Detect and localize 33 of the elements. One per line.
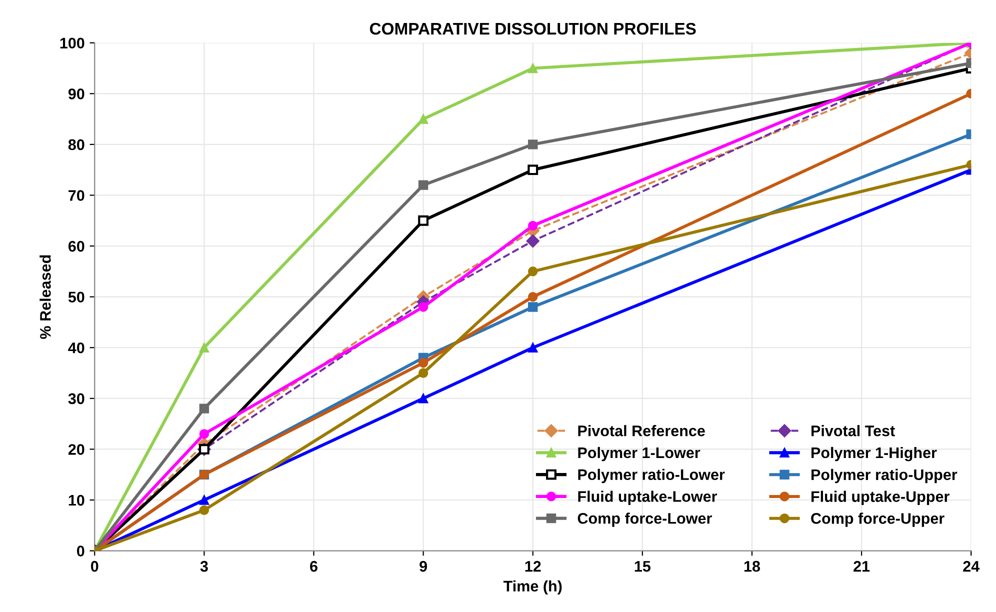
legend-label: Comp force-Upper [811,512,944,527]
legend-label: Comp force-Lower [578,512,712,527]
y-tick-label: 40 [68,342,84,354]
legend-label: Pivotal Test [812,425,895,436]
legend-label: Fluid uptake-Lower [578,490,718,505]
y-tick-label: 100 [60,38,84,49]
x-tick-label: 24 [963,560,980,572]
y-tick-label: 50 [68,292,84,303]
x-tick-label: 0 [90,560,98,572]
x-tick-label: 9 [420,560,427,572]
x-axis-title: Time (h) [503,580,562,595]
y-tick-label: 70 [68,190,84,201]
x-tick-label: 12 [525,560,541,572]
chart-title: COMPARATIVE DISSOLUTION PROFILES [370,22,696,35]
legend-label: Polymer ratio-Upper [812,468,958,484]
y-tick-label: 20 [68,444,84,455]
legend-label: Polymer ratio-Lower [578,468,725,484]
y-tick-label: 10 [68,494,84,506]
y-tick-label: 90 [68,88,84,100]
legend-label: Polymer 1-Higher [812,446,937,462]
legend-label: Polymer 1-Lower [578,446,700,462]
x-tick-label: 15 [634,561,650,572]
x-tick-label: 21 [854,560,870,572]
y-tick-label: 60 [68,240,84,252]
legend-label: Fluid uptake-Upper [812,490,950,506]
x-tick-label: 6 [310,560,318,572]
y-tick-label: 0 [77,546,84,556]
legend-label: Pivotal Reference [578,425,705,436]
x-tick-label: 3 [200,560,208,572]
y-tick-label: 30 [68,393,84,404]
x-tick-label: 18 [744,560,760,572]
y-tick-label: 80 [68,139,84,150]
y-axis-title: % Released [40,255,51,339]
